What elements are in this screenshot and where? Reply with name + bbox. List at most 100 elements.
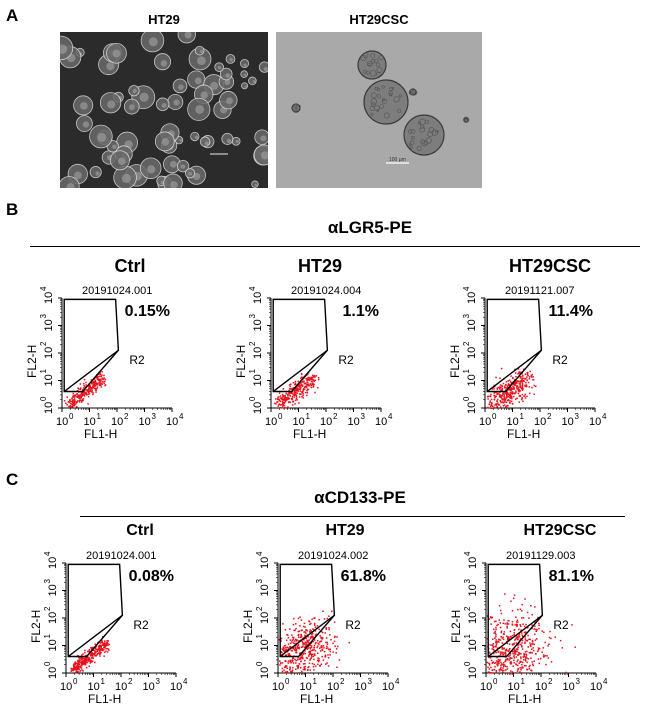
event-dot [507,395,510,398]
event-dot [96,378,99,380]
event-dot [520,398,523,401]
event-dot [77,394,80,397]
event-dot [302,397,304,399]
event-dot [499,659,501,661]
event-dot [281,406,284,409]
event-dot [293,629,295,632]
event-dot [98,384,101,387]
y-tick-exponent: 0 [463,661,472,666]
event-dot [325,647,328,650]
event-dot [524,657,527,659]
event-dot [299,657,301,659]
event-dot [79,659,81,661]
event-dot [507,639,509,641]
event-dot [517,372,520,375]
event-dot [91,386,94,389]
event-dot [520,632,523,634]
event-dot [297,647,300,649]
event-dot [288,397,291,400]
event-dot [524,638,527,640]
event-dot [505,648,508,651]
event-dot [497,623,499,626]
event-dot [299,388,301,391]
event-dot [518,390,520,393]
event-dot [519,376,522,378]
event-dot [83,661,86,664]
event-dot [296,388,299,390]
event-dot [325,627,328,629]
event-dot [521,639,524,642]
event-dot [520,667,523,669]
x-tick-exponent: 4 [179,412,184,421]
file-id-label: 20191024.004 [291,285,361,297]
event-dot [299,658,302,660]
event-dot [303,668,306,670]
event-dot [304,383,307,385]
event-dot [79,666,82,669]
event-dot [524,395,526,397]
event-dot [513,652,516,654]
event-dot [88,385,90,388]
event-dot [518,372,521,374]
event-dot [97,652,100,654]
panel-c-rule [80,516,625,517]
event-dot [313,646,316,649]
event-dot [512,383,515,385]
y-tick-label: 10 [47,667,59,679]
event-dot [85,381,87,384]
scatter-points [63,370,107,408]
event-dot [294,383,296,386]
event-dot [78,665,81,667]
file-id-label: 20191024.002 [298,550,368,562]
event-dot [295,651,298,654]
event-dot [493,668,496,671]
x-tick-label: 10 [272,681,284,693]
event-dot [101,377,104,379]
event-dot [300,377,302,380]
event-dot [290,392,293,394]
event-dot [289,385,292,388]
event-dot [528,617,530,619]
event-dot [72,668,74,670]
event-dot [501,648,504,650]
event-dot [324,632,327,634]
event-dot [510,389,512,392]
event-dot [515,642,518,644]
event-dot [82,662,84,665]
event-dot [514,384,516,387]
event-dot [519,643,522,646]
event-dot [325,663,327,665]
event-dot [509,391,512,394]
event-dot [279,404,282,406]
event-dot [324,654,327,657]
event-dot [514,639,516,641]
event-dot [330,638,332,641]
event-dot [517,636,519,638]
event-dot [531,373,533,376]
event-dot [297,389,299,391]
event-dot [490,623,492,625]
event-dot [516,670,519,672]
event-dot [318,647,321,649]
x-tick-label: 10 [327,681,339,693]
y-axis-label: FL2-H [449,610,463,643]
event-dot [532,649,535,652]
event-dot [312,665,315,668]
y-tick-label: 10 [43,347,55,359]
event-dot [301,395,303,398]
event-dot [77,661,80,664]
x-tick-label: 10 [534,416,546,428]
event-dot [512,392,514,395]
event-dot [84,649,86,652]
event-dot [521,381,524,383]
event-dot [314,617,316,619]
event-dot [498,641,500,643]
event-dot [332,642,334,645]
event-dot [518,395,521,397]
event-dot [80,661,82,664]
event-dot [525,654,528,656]
event-dot [311,618,313,620]
